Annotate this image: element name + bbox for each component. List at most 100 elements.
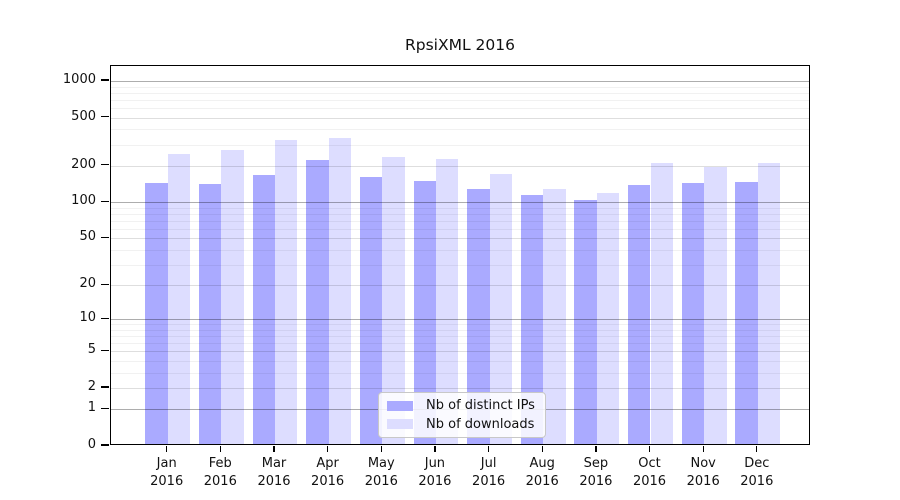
year-label: 2016 (632, 473, 667, 489)
gridline-300 (111, 144, 809, 146)
gridline-60 (111, 228, 809, 230)
gridline-7 (111, 336, 809, 338)
x-tick-jan (166, 446, 168, 452)
y-axis-tick-label: 1 (87, 400, 96, 416)
gridline-1000 (111, 81, 809, 82)
x-axis-tick-label: Oct 2016 (618, 455, 682, 490)
y-tick-500 (101, 116, 109, 118)
gridline-200 (111, 165, 809, 167)
month-label: Sep (583, 456, 609, 471)
plot-area (110, 65, 810, 445)
bar-distinct-ips-dec (735, 181, 758, 444)
gridline-100 (111, 202, 809, 204)
bar-distinct-ips-nov (681, 183, 705, 444)
y-tick-20 (101, 283, 109, 285)
x-axis-tick-label: Jan 2016 (135, 455, 199, 490)
chart-title: RpsiXML 2016 (405, 36, 515, 54)
bar-downloads-aug (543, 188, 566, 444)
x-axis-tick-label: Nov 2016 (671, 455, 735, 490)
bar-downloads-oct (650, 163, 673, 444)
x-axis-tick-label: May 2016 (349, 455, 413, 490)
x-tick-feb (219, 446, 221, 452)
y-tick-100 (101, 200, 109, 202)
legend-swatch-distinct-ips (387, 400, 413, 411)
x-tick-mar (273, 446, 275, 452)
y-axis-tick-label: 1000 (62, 72, 96, 87)
gridline-9 (111, 324, 809, 326)
legend-entry-downloads: Nb of downloads (379, 417, 545, 432)
bar-distinct-ips-mar (252, 174, 275, 444)
y-tick-200 (101, 164, 109, 166)
gridline-30 (111, 264, 809, 266)
x-axis-tick-label: Apr 2016 (296, 455, 360, 490)
bar-distinct-ips-sep (574, 200, 597, 444)
bar-downloads-jun (435, 158, 459, 444)
x-axis-tick-label: Feb 2016 (188, 455, 252, 490)
y-tick-50 (101, 236, 109, 238)
month-label: Oct (638, 456, 661, 471)
gridline-50 (111, 238, 809, 240)
bar-distinct-ips-aug (520, 195, 544, 444)
month-label: Apr (316, 456, 339, 471)
gridline-6 (111, 343, 809, 345)
bar-downloads-jul (489, 173, 512, 444)
gridline-900 (111, 86, 809, 88)
y-tick-2 (101, 386, 109, 388)
month-label: Mar (261, 456, 287, 471)
year-label: 2016 (418, 473, 452, 489)
x-axis-tick-label: Jul 2016 (457, 455, 521, 490)
bar-downloads-feb (221, 150, 244, 444)
gridline-700 (111, 99, 809, 101)
bar-downloads-sep (596, 192, 620, 444)
month-label: Nov (690, 456, 716, 471)
x-tick-apr (327, 446, 329, 452)
year-label: 2016 (150, 473, 184, 489)
gridline-10 (111, 319, 809, 321)
y-axis-tick-label: 0 (87, 437, 96, 452)
y-tick-1000 (101, 79, 109, 81)
month-label: Jun (424, 456, 446, 471)
y-axis-tick-label: 5 (87, 342, 96, 358)
bar-distinct-ips-jan (145, 182, 168, 444)
gridline-3 (111, 372, 809, 374)
bar-downloads-apr (328, 138, 352, 444)
month-label: Jul (480, 456, 497, 471)
gridline-70 (111, 220, 809, 222)
month-label: May (367, 456, 395, 471)
bar-distinct-ips-oct (628, 184, 651, 444)
y-tick-0 (101, 444, 109, 446)
year-label: 2016 (740, 473, 774, 489)
y-axis-tick-label: 100 (71, 193, 96, 209)
month-label: Aug (529, 456, 555, 471)
legend-entry-distinct-ips: Nb of distinct IPs (379, 398, 545, 413)
gridline-80 (111, 213, 809, 215)
y-axis-tick-label: 20 (79, 276, 96, 292)
month-label: Feb (208, 456, 232, 471)
year-label: 2016 (364, 473, 398, 489)
y-axis-tick-label: 500 (71, 108, 96, 124)
gridline-400 (111, 129, 809, 131)
x-tick-nov (702, 446, 704, 452)
gridline-600 (111, 108, 809, 109)
legend-label-distinct-ips: Nb of distinct IPs (426, 398, 535, 414)
x-axis-tick-label: Mar 2016 (242, 455, 306, 490)
y-tick-10 (101, 317, 109, 319)
year-label: 2016 (472, 473, 506, 489)
bar-distinct-ips-may (359, 176, 383, 444)
y-axis-tick-label: 2 (87, 379, 96, 394)
y-tick-5 (101, 349, 109, 351)
bar-distinct-ips-feb (198, 183, 222, 444)
legend-swatch-downloads (387, 419, 413, 430)
y-tick-1 (101, 407, 109, 410)
y-axis-tick-label: 200 (71, 156, 96, 172)
legend-label-downloads: Nb of downloads (426, 416, 535, 432)
x-tick-dec (756, 446, 758, 452)
x-axis-tick-label: Dec 2016 (725, 455, 789, 490)
x-axis-tick-label: Jun 2016 (403, 455, 467, 490)
gridline-8 (111, 329, 809, 331)
x-tick-may (380, 446, 382, 452)
bar-downloads-dec (757, 163, 781, 444)
gridline-4 (111, 361, 809, 362)
x-tick-sep (595, 446, 597, 452)
